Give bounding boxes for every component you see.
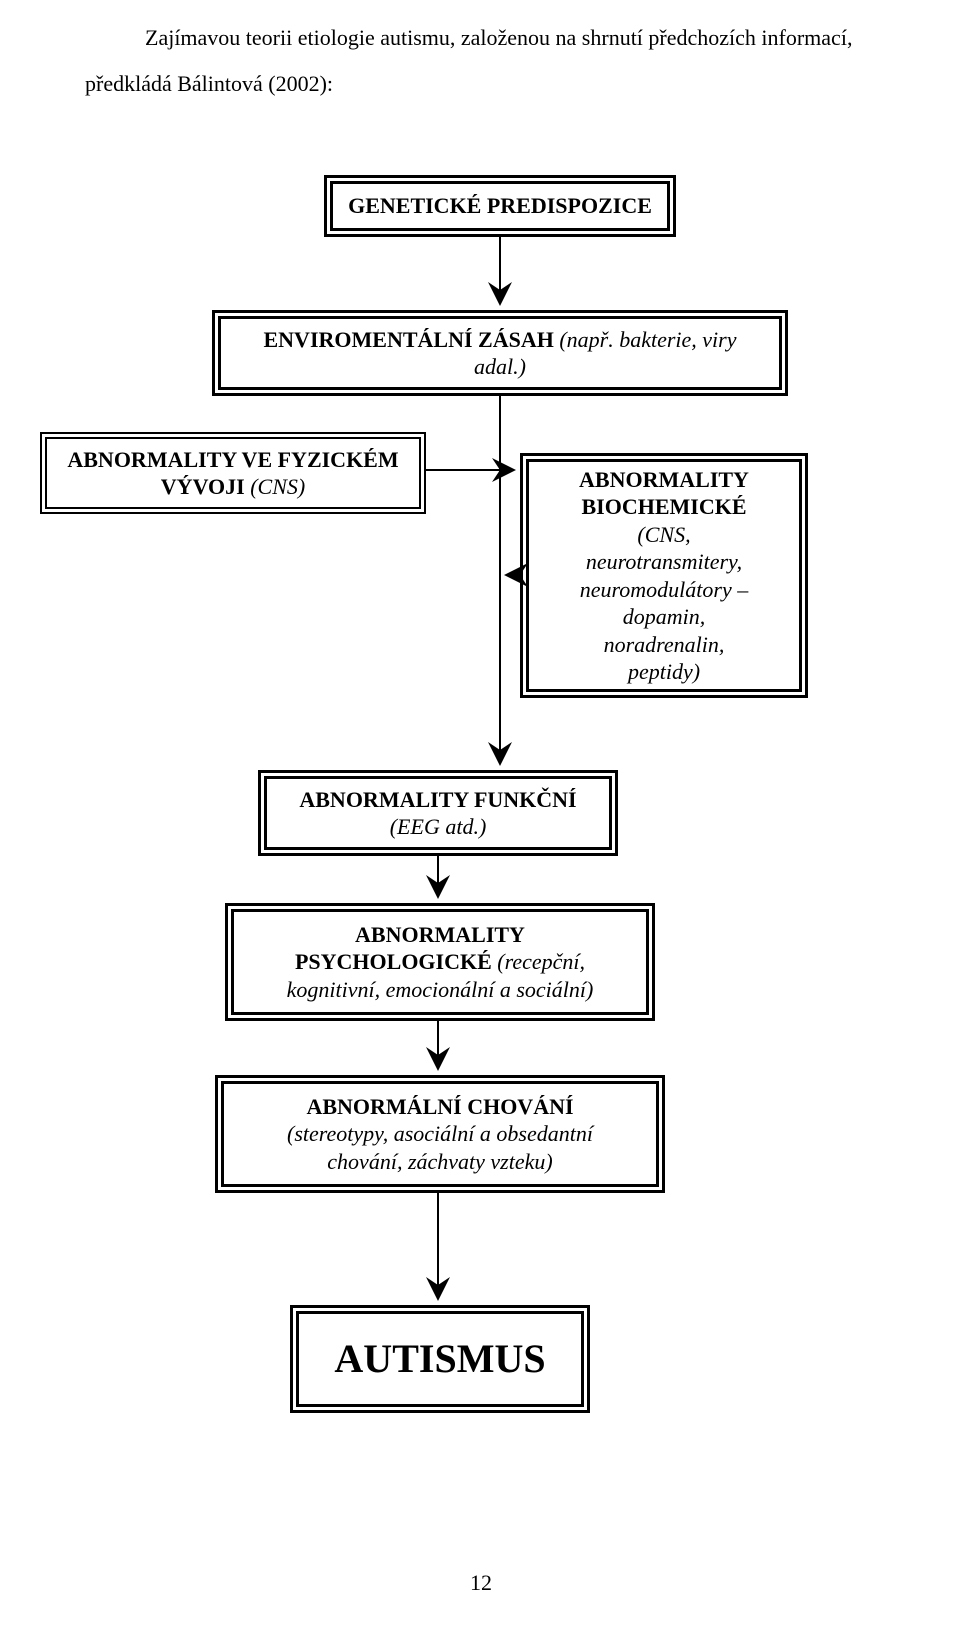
box-line: ABNORMALITY <box>579 466 749 494</box>
box-psychological-abnormality: ABNORMALITYPSYCHOLOGICKÉ (recepční,kogni… <box>225 903 655 1021</box>
box-line: GENETICKÉ PREDISPOZICE <box>348 192 652 220</box>
box-line: adal.) <box>474 353 526 381</box>
box-line: VÝVOJI (CNS) <box>161 473 305 501</box>
box-line: chování, záchvaty vzteku) <box>327 1148 552 1176</box>
box-line: (stereotypy, asociální a obsedantní <box>287 1120 593 1148</box>
box-line: ABNORMALITY FUNKČNÍ <box>299 786 576 814</box>
box-line: (EEG atd.) <box>390 813 487 841</box>
box-abnormal-behavior: ABNORMÁLNÍ CHOVÁNÍ(stereotypy, asociální… <box>215 1075 665 1193</box>
box-line: ABNORMALITY VE FYZICKÉM <box>67 446 398 474</box>
intro-paragraph: Zajímavou teorii etiologie autismu, zalo… <box>85 15 905 107</box>
box-environmental-intervention: ENVIROMENTÁLNÍ ZÁSAH (např. bakterie, vi… <box>212 310 788 396</box>
box-line: ENVIROMENTÁLNÍ ZÁSAH (např. bakterie, vi… <box>264 326 737 354</box>
intro-line2: předkládá Bálintová (2002): <box>85 71 333 96</box>
box-line: neurotransmitery, <box>586 548 742 576</box>
box-physical-abnormality: ABNORMALITY VE FYZICKÉMVÝVOJI (CNS) <box>40 432 426 514</box>
box-line: BIOCHEMICKÉ <box>581 493 746 521</box>
box-line: noradrenalin, <box>604 631 725 659</box>
box-autism: AUTISMUS <box>290 1305 590 1413</box>
box-line: (CNS, <box>637 521 690 549</box>
box-line: dopamin, <box>623 603 706 631</box>
box-line: peptidy) <box>628 658 700 686</box>
box-line: kognitivní, emocionální a sociální) <box>287 976 594 1004</box>
box-line: neuromodulátory – <box>580 576 748 604</box>
box-line: PSYCHOLOGICKÉ (recepční, <box>295 948 585 976</box>
box-biochemical-abnormality: ABNORMALITYBIOCHEMICKÉ(CNS,neurotransmit… <box>520 453 808 698</box>
box-line: ABNORMÁLNÍ CHOVÁNÍ <box>306 1093 573 1121</box>
intro-line1: Zajímavou teorii etiologie autismu, zalo… <box>145 25 852 50</box>
box-line: AUTISMUS <box>334 1334 545 1384</box>
box-genetic-predisposition: GENETICKÉ PREDISPOZICE <box>324 175 676 237</box>
box-line: ABNORMALITY <box>355 921 525 949</box>
page-number: 12 <box>470 1570 492 1596</box>
box-functional-abnormality: ABNORMALITY FUNKČNÍ(EEG atd.) <box>258 770 618 856</box>
